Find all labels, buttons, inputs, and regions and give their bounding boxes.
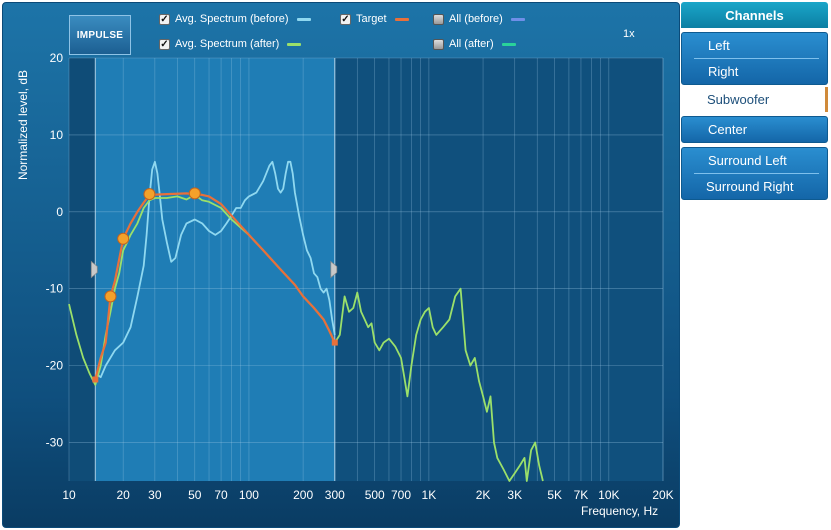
- legend-all-before[interactable]: All (before): [433, 13, 525, 25]
- x-tick-label: 50: [188, 488, 202, 502]
- legend-all-before-swatch: [510, 17, 525, 21]
- checkbox-avg-after[interactable]: ✓: [159, 38, 170, 50]
- channel-separator: [694, 58, 819, 59]
- legend-all-after[interactable]: All (after): [433, 38, 516, 50]
- channel-left[interactable]: Left: [708, 38, 730, 53]
- impulse-button[interactable]: IMPULSE: [69, 15, 131, 55]
- checkbox-all-after[interactable]: [433, 38, 444, 50]
- x-tick-label: 5K: [547, 488, 562, 502]
- zoom-level[interactable]: 1x: [623, 28, 635, 40]
- legend-all-after-swatch: [501, 42, 516, 46]
- channel-surround-right[interactable]: Surround Right: [706, 179, 794, 194]
- x-tick-label: 3K: [507, 488, 522, 502]
- avg-spectrum-after-line: [68, 194, 544, 482]
- channel-surround-left[interactable]: Surround Left: [708, 153, 787, 168]
- target-control-point: [188, 187, 201, 200]
- x-tick-label: 70: [214, 488, 228, 502]
- x-tick-label: 300: [325, 488, 345, 502]
- x-tick-label: 20: [116, 488, 130, 502]
- legend-avg-before-swatch: [296, 17, 311, 21]
- legend-avg-after-label: Avg. Spectrum (after): [175, 38, 280, 50]
- x-tick-label: 7K: [574, 488, 589, 502]
- channel-group-left-right: Left Right: [681, 32, 828, 85]
- x-tick-label: 1K: [422, 488, 437, 502]
- y-tick-label: -10: [46, 282, 64, 296]
- x-tick-label: 100: [239, 488, 259, 502]
- x-tick-label: 30: [148, 488, 162, 502]
- target-control-point: [143, 188, 156, 201]
- impulse-label: IMPULSE: [76, 29, 124, 41]
- x-tick-label: 700: [391, 488, 411, 502]
- legend-avg-before[interactable]: ✓ Avg. Spectrum (before): [159, 13, 311, 25]
- channels-title: Channels: [681, 2, 828, 28]
- y-tick-label: 20: [50, 51, 64, 65]
- channel-subwoofer[interactable]: Subwoofer: [681, 87, 828, 112]
- x-tick-label: 10K: [598, 488, 619, 502]
- x-tick-label: 20K: [652, 488, 673, 502]
- range-high-handle: [330, 260, 338, 279]
- x-axis-label: Frequency, Hz: [581, 504, 659, 518]
- target-endpoint: [331, 339, 338, 346]
- x-tick-label: 2K: [476, 488, 491, 502]
- legend-target-swatch: [394, 17, 409, 21]
- y-axis-label: Normalized level, dB: [16, 69, 30, 181]
- channel-separator: [694, 173, 819, 174]
- legend-target[interactable]: ✓ Target: [340, 13, 409, 25]
- inactive-high-band: [334, 58, 663, 481]
- legend-target-label: Target: [356, 13, 387, 25]
- y-tick-label: -20: [46, 359, 64, 373]
- channel-right[interactable]: Right: [708, 64, 739, 79]
- active-range-band: [95, 58, 335, 481]
- y-tick-label: 10: [50, 128, 64, 142]
- y-tick-label: 0: [56, 205, 63, 219]
- target-endpoint: [92, 376, 99, 383]
- checkbox-all-before[interactable]: [433, 13, 444, 25]
- frequency-response-panel: 20 10 0 -10 -20 -30 10 20 30 50 70 100 200 300 500 700 1…: [2, 2, 680, 528]
- target-control-point: [117, 232, 130, 245]
- x-tick-label: 10: [62, 488, 76, 502]
- range-low-handle: [90, 260, 98, 279]
- y-tick-label: -30: [46, 436, 64, 450]
- legend-all-after-label: All (after): [449, 38, 494, 50]
- x-tick-label: 200: [293, 488, 313, 502]
- channel-center[interactable]: Center: [708, 122, 748, 137]
- legend-avg-before-label: Avg. Spectrum (before): [175, 13, 289, 25]
- legend-avg-after[interactable]: ✓ Avg. Spectrum (after): [159, 38, 302, 50]
- legend-all-before-label: All (before): [449, 13, 503, 25]
- checkbox-target[interactable]: ✓: [340, 13, 351, 25]
- channel-group-surround: Surround Left Surround Right: [681, 147, 828, 200]
- checkbox-avg-before[interactable]: ✓: [159, 13, 170, 25]
- x-tick-label: 500: [365, 488, 385, 502]
- legend-avg-after-swatch: [287, 42, 302, 46]
- target-control-point: [104, 290, 117, 303]
- channel-group-center: Center: [681, 116, 828, 143]
- channels-panel: Channels Left Right Subwoofer Center Sur…: [681, 2, 828, 200]
